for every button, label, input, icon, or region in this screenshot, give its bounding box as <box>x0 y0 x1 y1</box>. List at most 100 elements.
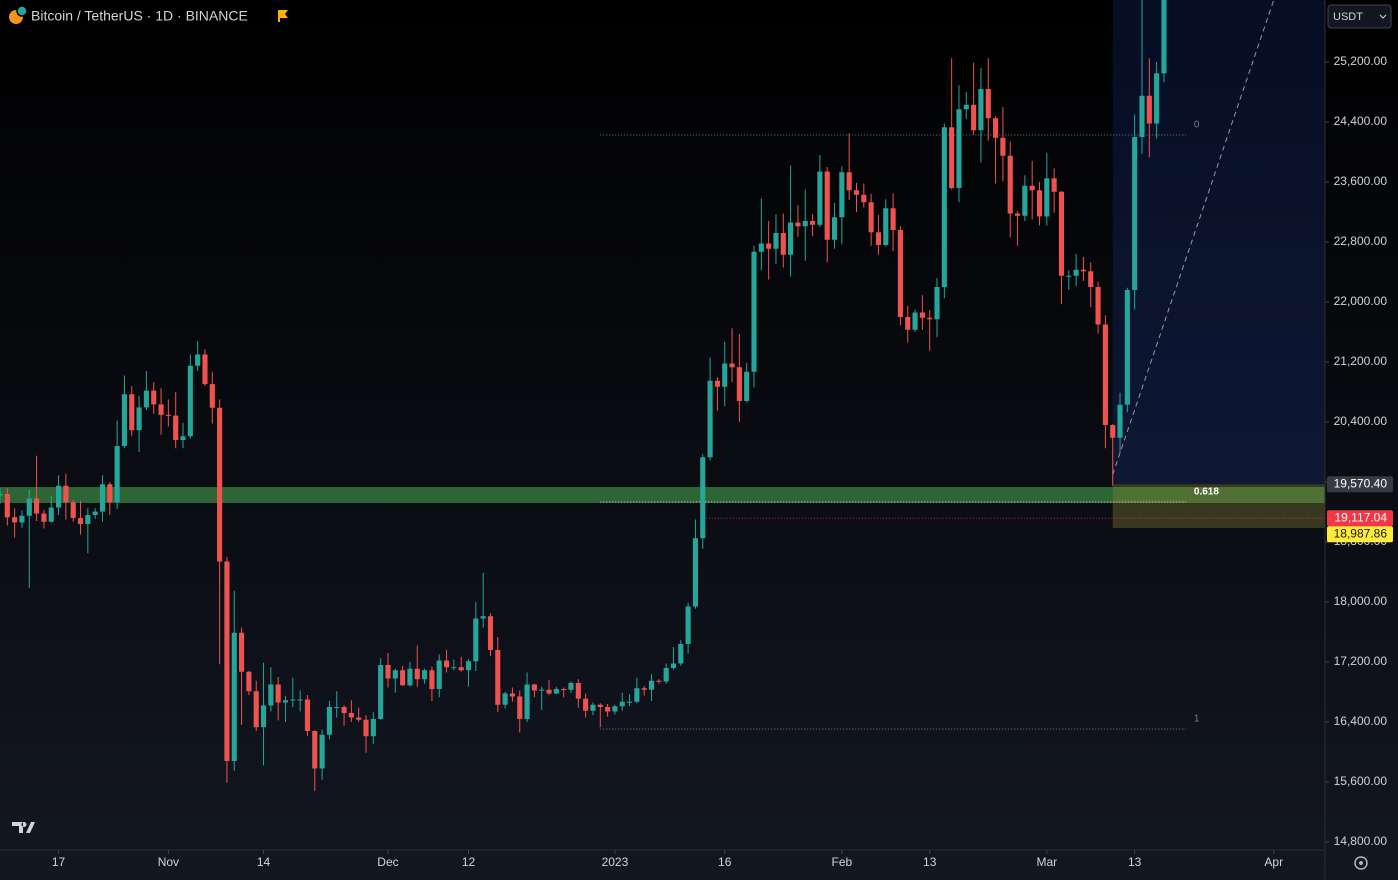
plot-area: 0 0.618 1 <box>0 0 1325 791</box>
candle-body <box>334 706 340 708</box>
candle-body <box>897 230 903 318</box>
candle-body <box>780 233 786 255</box>
candle-body <box>502 693 508 705</box>
axes: 14,800.00 15,600.00 16,400.00 17,200.00 18,0… <box>52 54 1393 869</box>
settings-button[interactable] <box>1354 856 1368 870</box>
candle-body <box>722 363 728 387</box>
candle-body <box>597 704 603 707</box>
candle-body <box>85 514 91 524</box>
candle-body <box>626 701 633 703</box>
candle-body <box>187 365 193 437</box>
candle-body <box>1058 191 1065 276</box>
candle-body <box>1044 178 1050 217</box>
y-tick-label: 14,800.00 <box>1334 834 1388 848</box>
candle-body <box>905 317 911 330</box>
candle-body <box>685 606 691 644</box>
position-target-zone <box>1112 0 1325 485</box>
candle-body <box>195 354 201 366</box>
candle-body <box>993 118 999 138</box>
candle-body <box>341 706 347 713</box>
candle-body <box>949 127 955 189</box>
candle-body <box>875 232 882 246</box>
candle-body <box>56 485 62 508</box>
chart-title: Bitcoin / TetherUS · 1D · BINANCE <box>31 8 248 24</box>
candle-body <box>209 384 215 408</box>
candle-body <box>531 684 537 691</box>
tradingview-logo[interactable] <box>12 822 35 833</box>
candle-body <box>1029 185 1035 191</box>
candle-body <box>751 251 757 372</box>
currency-select[interactable] <box>1327 4 1392 29</box>
candle-body <box>1000 137 1006 156</box>
candle-body <box>1073 269 1079 276</box>
candle-body <box>729 363 735 368</box>
candle-body <box>121 394 128 446</box>
y-tick-label: 15,600.00 <box>1334 774 1388 788</box>
candle-body <box>19 515 25 523</box>
candle-body <box>575 682 581 699</box>
candle-body <box>1014 213 1021 216</box>
candle-body <box>480 616 486 619</box>
candle-body <box>4 493 10 518</box>
candle-body <box>919 312 925 318</box>
candle-body <box>173 415 179 440</box>
x-tick-label: Dec <box>377 855 398 869</box>
y-tick-label: 24,400.00 <box>1334 114 1388 128</box>
candle-body <box>934 287 940 320</box>
candle-body <box>319 734 325 769</box>
candle-body <box>839 172 845 218</box>
candle-body <box>758 243 764 252</box>
candle-body <box>700 457 706 539</box>
y-tick-label: 16,400.00 <box>1334 714 1388 728</box>
candle-body <box>473 618 479 662</box>
x-tick-label: 17 <box>52 855 66 869</box>
candle-body <box>985 89 991 119</box>
currency-label: USDT <box>1333 11 1363 23</box>
candle-body <box>912 312 918 330</box>
candle-body <box>883 208 889 246</box>
candle-body <box>1102 324 1108 425</box>
candle-body <box>612 706 618 712</box>
candle-body <box>290 699 296 701</box>
candle-body <box>1095 287 1101 325</box>
candle-body <box>370 718 376 737</box>
candle-body <box>12 517 18 523</box>
candle-body <box>151 390 157 405</box>
candle-body <box>663 667 669 682</box>
candle-body <box>773 233 779 249</box>
candle-body <box>1088 271 1094 288</box>
y-tick-label: 23,600.00 <box>1334 174 1388 188</box>
candle-body <box>736 367 742 402</box>
x-tick-label: Feb <box>832 855 853 869</box>
candle-body <box>861 194 867 203</box>
candle-body <box>253 691 259 728</box>
candle-body <box>634 688 640 702</box>
candle-body <box>1139 95 1145 138</box>
settings-dot <box>1359 861 1363 865</box>
candle-body <box>714 380 720 387</box>
candle-body <box>282 700 289 703</box>
x-tick-label: 13 <box>923 855 937 869</box>
candle-body <box>443 660 450 668</box>
candle-body <box>224 561 230 761</box>
dropdown-arrow <box>1379 14 1387 19</box>
candle-body <box>810 221 816 225</box>
candle-body <box>956 109 962 189</box>
candle-body <box>487 616 494 650</box>
x-tick-label: 16 <box>718 855 732 869</box>
candle-body <box>202 354 208 385</box>
candle-body <box>802 221 808 227</box>
candle-body <box>356 717 362 720</box>
x-tick-label: 2023 <box>602 855 629 869</box>
candle-body <box>941 127 947 288</box>
candle-body <box>129 394 135 431</box>
flag-icon[interactable] <box>278 10 288 22</box>
candle-body <box>48 507 54 522</box>
candle-body <box>326 706 332 735</box>
price-label: 19,117.04 <box>1335 510 1388 524</box>
support-zone <box>0 487 1325 503</box>
candle-body <box>429 670 435 689</box>
candle-body <box>656 680 662 682</box>
x-tick-label: 13 <box>1128 855 1142 869</box>
